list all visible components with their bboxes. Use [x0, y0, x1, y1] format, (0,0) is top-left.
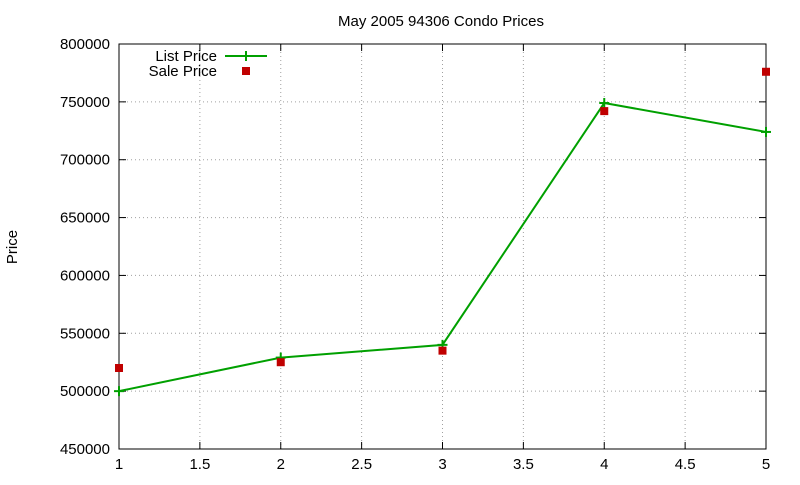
grid: [119, 44, 766, 449]
plot-area: [114, 67, 771, 397]
y-tick-label: 700000: [60, 152, 110, 169]
sale-price-point: [600, 107, 609, 116]
sale-price-point: [276, 358, 285, 367]
sale-price-point: [438, 346, 447, 355]
x-tick-label: 1.5: [189, 456, 210, 473]
legend-marker: [242, 67, 250, 75]
x-tick-label: 3.5: [513, 456, 534, 473]
y-tick-label: 450000: [60, 441, 110, 458]
y-tick-label: 500000: [60, 383, 110, 400]
x-tick-label: 4: [600, 456, 608, 473]
legend-marker: [241, 51, 251, 61]
x-tick-label: 3: [438, 456, 446, 473]
y-tick-label: 800000: [60, 36, 110, 53]
chart-title: May 2005 94306 Condo Prices: [338, 13, 544, 30]
sale-price-point: [762, 67, 770, 76]
sale-price-point: [115, 364, 123, 372]
x-tick-label: 2.5: [351, 456, 372, 473]
list-price-point: [114, 386, 124, 397]
legend-label: Sale Price: [149, 63, 217, 80]
y-tick-label: 550000: [60, 325, 110, 342]
y-tick-label: 650000: [60, 210, 110, 227]
y-tick-label: 600000: [60, 267, 110, 284]
list-price-point: [761, 126, 771, 137]
legend-label: List Price: [155, 48, 217, 65]
list-price-point: [599, 98, 610, 109]
y-tick-label: 750000: [60, 94, 110, 111]
x-tick-label: 4.5: [675, 456, 696, 473]
x-tick-label: 5: [762, 456, 770, 473]
x-tick-label: 1: [115, 456, 123, 473]
y-axis-label: Price: [4, 230, 21, 264]
x-tick-label: 2: [277, 456, 285, 473]
axes: 450000 500000 550000 600000 650000 700000 7500…: [60, 36, 770, 473]
